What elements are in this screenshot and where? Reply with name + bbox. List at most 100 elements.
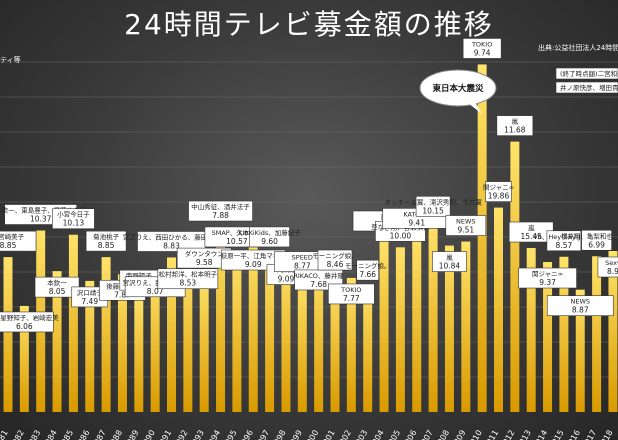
corner-label: ティ等 [0, 55, 21, 64]
annotation-name: 松村邦洋、松本明子 [159, 270, 218, 279]
annotation-value: 7.68 [310, 280, 327, 289]
year-label-1986: 1986 [74, 429, 92, 440]
year-label-2014: 2014 [531, 429, 549, 440]
annotation-value: 9.60 [261, 237, 278, 246]
bar-1985 [68, 234, 78, 412]
annotation-box [432, 251, 467, 272]
bar-2006 [412, 234, 422, 412]
annotation-value: 7.77 [343, 294, 360, 303]
annotation-box [518, 267, 577, 289]
annotation-box [485, 181, 512, 202]
bar-1993 [199, 274, 209, 412]
year-label-1998: 1998 [270, 429, 288, 440]
annotation-value: 10.84 [439, 262, 461, 271]
bar-1988 [117, 274, 127, 412]
annotation-name: 嵐 [446, 254, 453, 262]
annotation-value: 8.57 [556, 241, 573, 250]
bar-2008 [444, 245, 454, 412]
bar-1984 [52, 271, 62, 412]
bar-2016 [575, 289, 585, 412]
annotation-value: 9.58 [196, 258, 213, 267]
annotation-value: 9.74 [474, 48, 491, 57]
annotation-name: 本欽一 [47, 278, 67, 287]
annotation-value: 9.41 [408, 218, 425, 227]
bar-2013 [526, 248, 536, 412]
chart-title: 24時間テレビ募金額の推移 [124, 8, 494, 41]
bar-1981 [3, 257, 13, 412]
bar-2015 [559, 256, 569, 412]
annotation-box [445, 215, 487, 236]
bar-1996 [248, 244, 258, 412]
annotation-name: ..., 星野知子、岩崎宏美 [0, 313, 59, 322]
annotation-2011: 関ジャニ∞19.86 [483, 181, 514, 202]
annotation-box [249, 226, 290, 248]
year-label-2002: 2002 [335, 429, 353, 440]
annotation-box [356, 259, 380, 281]
bar-1986 [85, 280, 95, 412]
annotation-value: 9.09 [245, 260, 262, 269]
annotation-2003: モーニング娘。7.66 [345, 259, 390, 281]
annotation-value: 8.87 [572, 306, 589, 315]
annotation-name: NEWS [570, 298, 590, 306]
2018-note-1: (終了時点額)二宮和也 [560, 69, 618, 78]
annotation-value: 8.85 [98, 241, 115, 250]
annotation-name: 本欽一、東島豊子、斉藤ゆう子 [0, 206, 87, 215]
annotation-name: ダウンタウン [185, 249, 224, 258]
annotation-value: 8.83 [163, 241, 180, 250]
bar-2011 [494, 207, 503, 412]
annotation-value: 8.07 [147, 287, 164, 296]
year-label-1993: 1993 [188, 429, 206, 440]
annotation-name: タッキー＆翼、滝沢秀明、今井翼 [384, 197, 482, 206]
annotation-value: 8.53 [179, 279, 196, 288]
bar-2014 [543, 262, 553, 412]
year-label-2006: 2006 [401, 429, 419, 440]
annotation-name: TOKIO [340, 286, 361, 294]
annotation-value: 9.51 [457, 226, 474, 235]
annotation-name: 嵐 [528, 224, 535, 232]
annotation-box [188, 200, 253, 222]
year-label-2001: 2001 [319, 429, 337, 440]
annotation-name: RIKACO、藤井隆 [293, 271, 344, 280]
annotation-2014: 関ジャニ∞9.37 [518, 267, 577, 289]
annotation-value: 8.46 [327, 260, 344, 269]
year-label-2012: 2012 [499, 429, 517, 440]
year-label-1991: 1991 [155, 429, 173, 440]
annotation-name: 宮沢りえ、西田ひかる、藤田朋美 [123, 232, 221, 241]
year-label-1982: 1982 [8, 429, 26, 440]
annotation-name: 関ジャニ∞ [483, 184, 514, 192]
note-box [555, 67, 618, 80]
annotation-value: 15.45 [520, 232, 542, 241]
year-label-1985: 1985 [57, 429, 75, 440]
bar-2002 [346, 277, 356, 412]
year-label-2003: 2003 [351, 429, 369, 440]
annotation-name: 関ジャニ∞ [532, 270, 563, 278]
year-label-1984: 1984 [41, 429, 59, 440]
bar-2010 [477, 64, 487, 412]
annotation-value: 8.77 [294, 262, 311, 271]
year-label-2017: 2017 [580, 429, 598, 440]
bar-1998 [281, 258, 291, 412]
annotation-2008: 嵐10.84 [432, 251, 467, 272]
bar-2001 [330, 276, 340, 412]
year-label-1990: 1990 [139, 429, 157, 440]
annotation-name: 小宮今日子 [57, 210, 90, 219]
annotation-box [85, 230, 127, 252]
annotation-box [415, 196, 451, 217]
bar-2007 [428, 222, 438, 412]
year-label-2016: 2016 [564, 429, 582, 440]
annotation-name: 萩原一平、江角マキコ [221, 251, 286, 260]
year-label-1987: 1987 [90, 429, 108, 440]
bar-2012 [510, 141, 520, 412]
bar-2009 [461, 241, 471, 412]
annotation-name: KinKiKids、加藤紀子 [238, 228, 301, 237]
year-label-1997: 1997 [253, 429, 271, 440]
annotation-name: 嵐 [512, 118, 519, 126]
bar-1995 [232, 252, 242, 412]
